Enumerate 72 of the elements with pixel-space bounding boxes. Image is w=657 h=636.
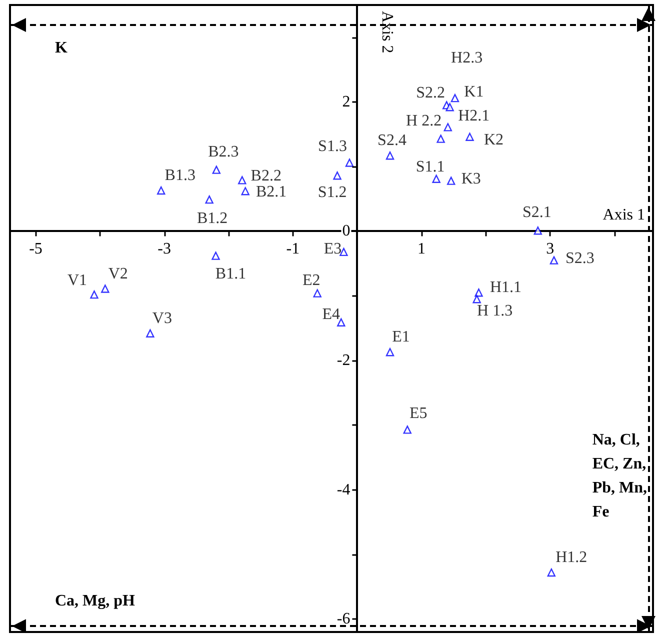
y-tick-label: -6 [336,610,350,628]
data-label: E4 [322,306,340,323]
x-tick-label: 3 [546,240,554,258]
data-label: E2 [302,272,320,289]
point [90,290,98,299]
point [403,426,412,434]
data-label: B2.3 [208,143,239,160]
data-label: K1 [464,84,484,101]
data-label: H1.2 [556,549,588,566]
point [446,103,454,112]
data-label: B2.1 [256,184,287,201]
point [450,94,460,102]
point [447,176,456,185]
data-label: B2.2 [250,168,282,185]
data-label: E1 [392,328,410,346]
point [205,195,214,204]
data-label: S1.1 [416,158,445,176]
y-tick-label: 2 [342,93,350,110]
x-tick-label: 1 [418,240,426,258]
data-label: S1.2 [318,184,347,202]
data-label: S2.3 [566,250,594,267]
point [550,256,558,264]
point [333,172,342,180]
data-label: K3 [461,170,481,188]
data-label: S2.4 [378,132,406,150]
point [101,284,110,293]
data-label: E3 [324,240,342,258]
data-label: B1.1 [215,265,246,282]
data-label: H2.3 [451,50,483,67]
point [241,187,250,196]
data-label: K2 [484,131,504,148]
x-axis-title: Axis 1 [602,206,646,224]
point [432,174,440,183]
point [212,166,221,174]
point [436,134,445,143]
data-label: E5 [409,405,428,422]
data-label: V1 [67,272,88,290]
point [444,123,452,132]
data-label: H 2.2 [406,112,442,130]
x-tick-label: -3 [158,240,171,258]
point [345,158,354,167]
annotation: Na, Cl, EC, Zn, Pb, Mn, Fe [592,432,647,520]
data-label: V3 [152,310,172,327]
data-label: H 1.3 [477,302,513,320]
data-label: H1.1 [490,279,522,296]
point [337,318,346,326]
point [146,329,154,338]
point [547,568,556,577]
annotation: Ca, Mg, pH [55,592,136,610]
annotation: K [55,40,68,56]
y-tick-label: -4 [336,481,350,498]
point [157,186,166,195]
x-tick-label: -1 [286,240,300,258]
point [212,252,220,260]
point [238,176,246,184]
y-axis-title: Axis 2 [378,11,396,54]
y-tick-label: 0 [342,222,350,240]
data-label: S2.1 [522,204,552,222]
y-tick-label: -2 [336,352,350,370]
data-label: V2 [108,265,128,282]
data-label: H2.1 [458,108,490,125]
point [386,348,394,356]
data-label: B1.2 [196,210,228,228]
point [472,295,481,304]
x-tick-label: -5 [29,240,42,258]
point [313,289,322,298]
point [466,132,474,141]
data-label: B1.3 [164,167,196,184]
data-label: S2.2 [416,84,446,102]
point [534,226,542,235]
point [386,152,394,160]
data-label: S1.3 [318,138,347,156]
